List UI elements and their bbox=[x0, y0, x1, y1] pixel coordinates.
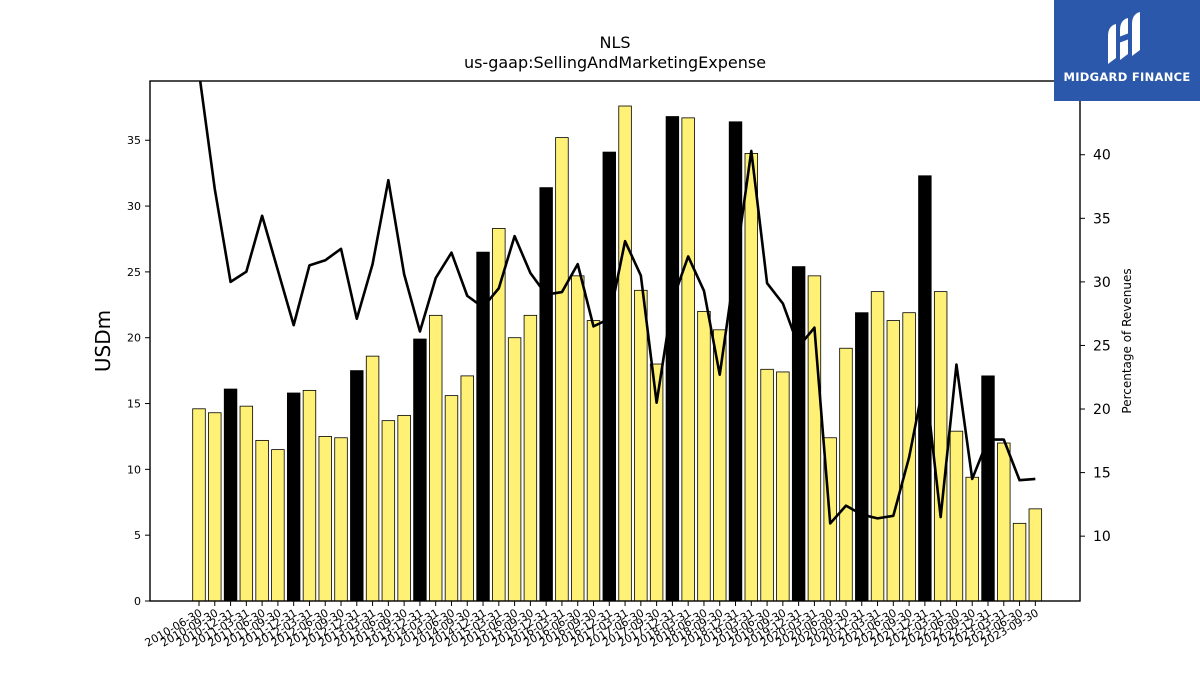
bar-2020-03-31 bbox=[807, 275, 822, 602]
bar-2013-06-30 bbox=[381, 420, 396, 602]
bar-2019-09-30 bbox=[776, 371, 790, 602]
bar-2022-06-30 bbox=[949, 430, 964, 602]
bar-2017-12-31 bbox=[665, 116, 680, 602]
bar-2023-09-30 bbox=[1028, 508, 1043, 602]
bar-2015-09-30 bbox=[523, 314, 538, 602]
bar-2011-09-30 bbox=[271, 449, 285, 602]
bar-2020-12-31 bbox=[855, 312, 869, 602]
bar-2012-12-31 bbox=[350, 370, 364, 602]
y2-tick-label: 35 bbox=[1093, 211, 1111, 227]
chart-title: NLS bbox=[599, 33, 630, 52]
bar-2014-06-30 bbox=[444, 395, 459, 602]
y-tick-label: 20 bbox=[127, 332, 141, 345]
y-tick-label: 35 bbox=[127, 134, 141, 147]
plot-frame bbox=[149, 80, 1081, 602]
bar-2014-09-30 bbox=[460, 375, 474, 602]
y-axis-label: USDm bbox=[91, 310, 115, 372]
bar-2017-03-31 bbox=[618, 105, 632, 602]
bar-2011-06-30 bbox=[255, 439, 269, 602]
bar-2015-12-31 bbox=[539, 187, 553, 602]
bar-2013-09-30 bbox=[397, 414, 411, 602]
midgard-logo-icon bbox=[1108, 12, 1140, 64]
y-tick-label: 25 bbox=[127, 266, 141, 279]
bar-2012-03-31 bbox=[302, 389, 317, 602]
bar-2018-06-30 bbox=[697, 310, 711, 602]
y2-tick-label: 15 bbox=[1093, 466, 1111, 482]
y-tick-label: 5 bbox=[134, 529, 141, 542]
bar-2011-12-31 bbox=[286, 392, 301, 602]
y2-tick-label: 30 bbox=[1093, 275, 1111, 291]
bar-2010-12-31 bbox=[223, 388, 238, 602]
bar-2016-06-30 bbox=[571, 275, 585, 602]
brand-name: MIDGARD FINANCE bbox=[1063, 70, 1191, 84]
bar-2017-06-30 bbox=[634, 289, 648, 602]
y-tick-label: 0 bbox=[134, 595, 141, 608]
y2-axis-label: Percentage of Revenues bbox=[1120, 268, 1134, 413]
bar-2019-03-31 bbox=[744, 153, 759, 602]
bar-2010-06-30 bbox=[192, 408, 206, 602]
y2-tick-label: 10 bbox=[1093, 529, 1111, 545]
bar-2022-03-31 bbox=[933, 291, 948, 602]
y2-tick-label: 25 bbox=[1093, 338, 1111, 354]
pct-revenue-line bbox=[198, 81, 1036, 525]
y-tick-label: 30 bbox=[127, 200, 141, 213]
bar-2013-12-31 bbox=[413, 338, 427, 602]
bar-2013-03-31 bbox=[365, 355, 380, 602]
bar-2019-06-30 bbox=[760, 368, 774, 602]
bar-2019-12-31 bbox=[791, 266, 806, 602]
axes-layer: 0510152025303510152025303540452010-06-30… bbox=[127, 80, 1111, 650]
bar-2023-03-31 bbox=[997, 442, 1011, 602]
line-layer bbox=[198, 81, 1036, 525]
chart-subtitle: us-gaap:SellingAndMarketingExpense bbox=[464, 53, 766, 72]
bar-2022-09-30 bbox=[965, 476, 979, 602]
bar-2016-03-31 bbox=[555, 137, 569, 602]
bar-2018-12-31 bbox=[728, 121, 743, 602]
bar-2011-03-31 bbox=[239, 405, 254, 602]
y2-tick-label: 20 bbox=[1093, 402, 1111, 418]
bar-2021-03-31 bbox=[870, 291, 885, 602]
bar-2014-03-31 bbox=[428, 314, 443, 602]
brand-logo: MIDGARD FINANCE bbox=[1054, 0, 1200, 101]
bar-2023-06-30 bbox=[1012, 522, 1027, 602]
bar-2020-09-30 bbox=[839, 347, 853, 602]
bar-2022-12-31 bbox=[981, 375, 995, 602]
bar-2012-06-30 bbox=[318, 436, 332, 602]
bars-layer bbox=[192, 105, 1043, 602]
bar-2016-12-31 bbox=[602, 151, 616, 602]
bar-2016-09-30 bbox=[586, 320, 601, 602]
bar-2010-09-30 bbox=[208, 412, 222, 602]
bar-2018-03-31 bbox=[681, 117, 695, 602]
y2-tick-label: 40 bbox=[1093, 148, 1111, 164]
bar-2015-06-30 bbox=[507, 337, 522, 602]
bar-2021-06-30 bbox=[886, 320, 901, 602]
bar-2012-09-30 bbox=[334, 437, 348, 602]
y-tick-label: 15 bbox=[127, 398, 141, 411]
y-tick-label: 10 bbox=[127, 463, 141, 476]
